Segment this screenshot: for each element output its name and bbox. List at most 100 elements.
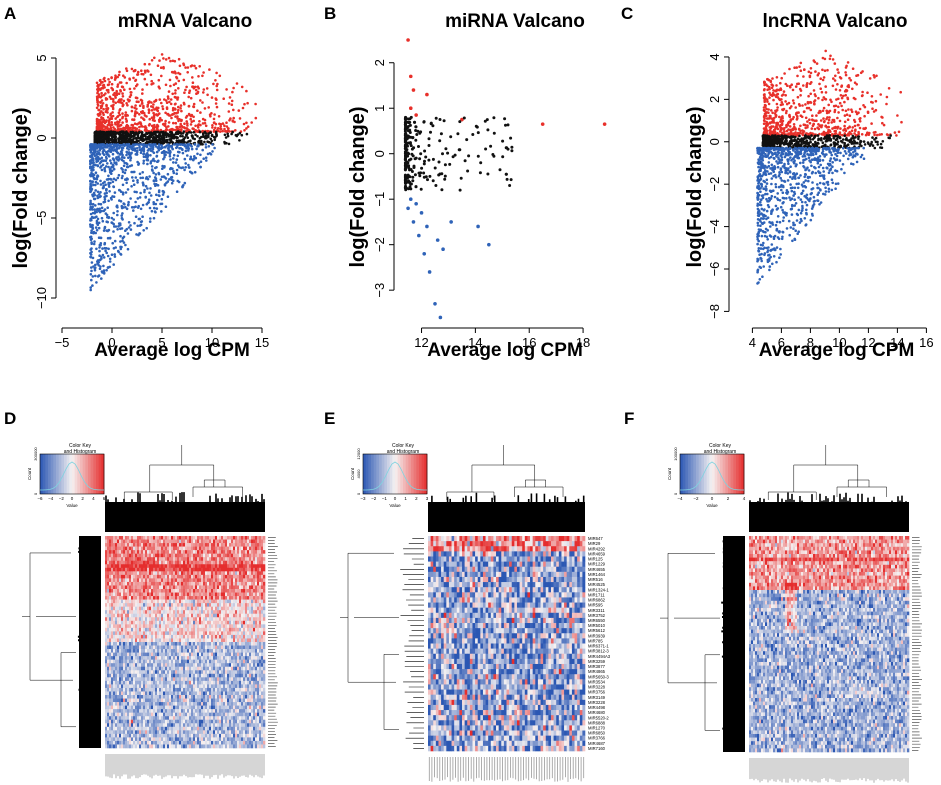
data-point <box>156 160 160 163</box>
data-point <box>437 160 441 164</box>
data-point <box>169 158 172 161</box>
data-point <box>844 73 848 77</box>
data-point <box>411 154 415 158</box>
data-point <box>787 219 791 223</box>
data-point <box>486 172 490 176</box>
data-point <box>759 266 763 270</box>
data-point <box>141 215 144 218</box>
data-point <box>768 126 772 129</box>
data-point <box>103 192 107 195</box>
data-point <box>817 72 820 75</box>
data-point <box>175 111 178 115</box>
series-up <box>406 38 607 126</box>
data-point <box>226 132 229 136</box>
data-point <box>95 106 99 110</box>
data-point <box>132 76 135 80</box>
data-point <box>110 82 114 86</box>
data-point <box>808 118 811 121</box>
data-point <box>160 151 164 154</box>
data-point <box>129 156 133 160</box>
data-point <box>100 168 104 172</box>
data-point <box>183 144 187 148</box>
data-point <box>98 157 102 161</box>
data-point <box>92 231 95 235</box>
data-point <box>121 239 124 243</box>
data-point <box>476 131 480 135</box>
data-point <box>762 241 765 245</box>
data-point <box>876 143 879 146</box>
data-point <box>201 101 204 104</box>
data-point <box>856 123 860 127</box>
data-point <box>149 131 152 135</box>
data-point <box>498 168 502 172</box>
data-point <box>216 127 220 130</box>
data-point <box>785 136 789 139</box>
data-point <box>136 160 139 164</box>
data-point <box>120 147 124 150</box>
data-point <box>775 220 779 224</box>
data-point <box>181 138 185 142</box>
data-point <box>826 166 829 170</box>
data-point <box>762 96 766 100</box>
data-point <box>839 94 843 97</box>
data-point <box>141 171 144 174</box>
data-point <box>93 240 96 243</box>
data-point <box>113 253 116 256</box>
data-point <box>124 168 127 172</box>
data-point <box>155 207 159 210</box>
data-point <box>129 197 132 200</box>
data-point <box>404 186 407 190</box>
data-point <box>116 213 119 217</box>
data-point <box>794 85 798 88</box>
y-tick-label: −1 <box>372 192 387 207</box>
data-point <box>893 131 897 134</box>
data-point <box>208 131 212 134</box>
data-point <box>103 169 107 173</box>
data-point <box>790 213 794 216</box>
data-point <box>160 101 163 105</box>
data-point <box>764 149 767 152</box>
data-point <box>91 193 94 196</box>
data-point <box>843 134 846 137</box>
data-point <box>756 224 760 227</box>
data-point <box>124 229 127 232</box>
data-point <box>143 188 146 192</box>
data-point <box>768 150 772 154</box>
data-point <box>186 136 190 139</box>
data-point <box>827 190 831 193</box>
data-point <box>171 113 174 116</box>
data-point <box>111 107 115 111</box>
data-point <box>846 85 849 88</box>
data-point <box>806 82 809 85</box>
data-point <box>114 178 118 182</box>
data-point <box>403 129 407 133</box>
data-point <box>121 170 125 174</box>
data-point <box>418 174 422 178</box>
data-point <box>770 182 773 186</box>
data-point <box>99 179 102 183</box>
data-point <box>874 108 878 112</box>
data-point <box>102 120 105 123</box>
data-point <box>790 203 794 207</box>
data-point <box>836 68 839 71</box>
data-point <box>114 101 117 105</box>
data-point <box>192 105 195 108</box>
data-point <box>805 203 809 207</box>
data-point <box>111 163 115 167</box>
data-point <box>767 78 771 82</box>
data-point <box>801 161 805 164</box>
data-point <box>199 111 202 114</box>
series-not-significant <box>403 115 514 192</box>
data-point <box>190 157 193 161</box>
data-point <box>802 158 805 162</box>
data-point <box>125 69 129 73</box>
data-point <box>91 284 94 287</box>
y-tick-label: 5 <box>34 54 49 61</box>
data-point <box>194 88 198 92</box>
data-point <box>136 73 139 76</box>
data-point <box>119 90 122 93</box>
data-point <box>205 135 208 139</box>
data-point <box>809 92 812 96</box>
data-point <box>441 247 445 252</box>
data-point <box>781 191 785 194</box>
